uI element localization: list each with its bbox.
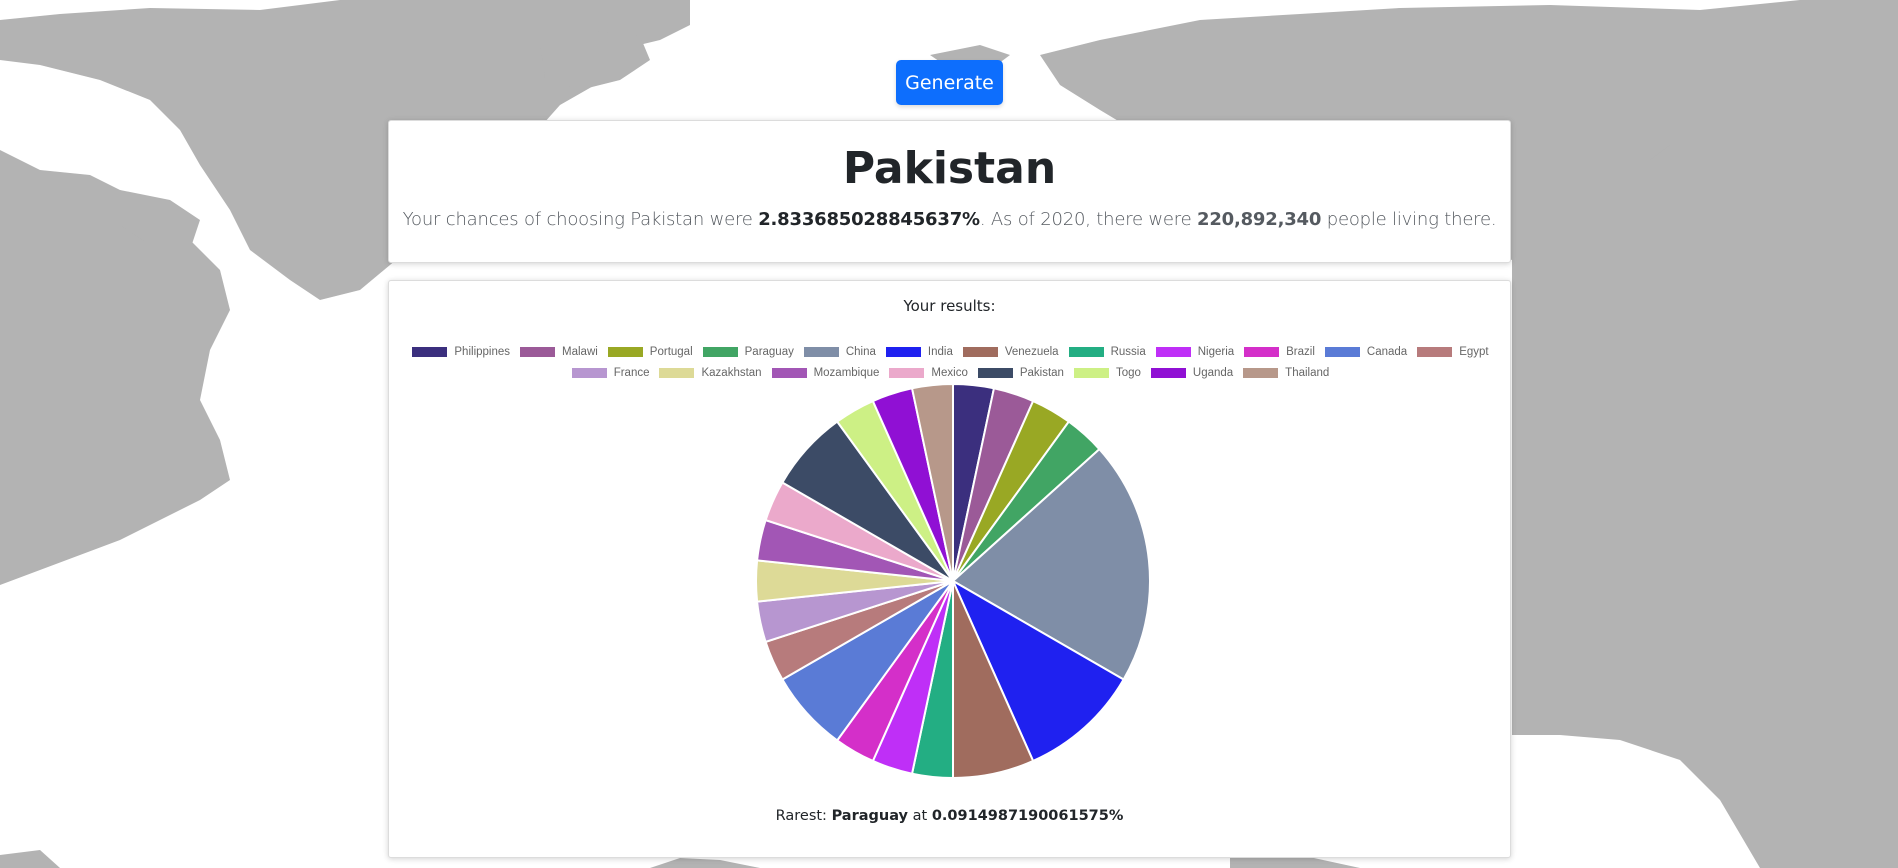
legend-item-kazakhstan[interactable]: Kazakhstan bbox=[659, 367, 762, 379]
legend-swatch bbox=[607, 347, 643, 357]
legend-item-portugal[interactable]: Portugal bbox=[607, 346, 693, 358]
legend-swatch bbox=[885, 347, 921, 357]
legend-label: Portugal bbox=[649, 346, 693, 358]
legend-swatch bbox=[803, 347, 839, 357]
legend-swatch bbox=[1068, 347, 1104, 357]
legend-swatch bbox=[977, 368, 1013, 378]
legend-item-brazil[interactable]: Brazil bbox=[1244, 346, 1315, 358]
legend-swatch bbox=[962, 347, 998, 357]
legend-item-mexico[interactable]: Mexico bbox=[889, 367, 968, 379]
legend-label: Malawi bbox=[562, 346, 598, 358]
rarest-text: Rarest: Paraguay at 0.0914987190061575% bbox=[389, 808, 1510, 824]
legend-item-paraguay[interactable]: Paraguay bbox=[702, 346, 794, 358]
baffin-shape bbox=[120, 190, 200, 250]
legend-label: India bbox=[927, 346, 953, 358]
legend-swatch bbox=[1150, 368, 1186, 378]
legend-item-russia[interactable]: Russia bbox=[1068, 346, 1146, 358]
rarest-prefix: Rarest: bbox=[775, 808, 832, 824]
eurasia-shape bbox=[1040, 0, 1898, 868]
legend-label: China bbox=[845, 346, 876, 358]
legend-swatch bbox=[771, 368, 807, 378]
legend-item-canada[interactable]: Canada bbox=[1324, 346, 1408, 358]
legend-label: Egypt bbox=[1459, 346, 1489, 358]
results-pie-chart bbox=[755, 382, 1151, 780]
chance-mid: were bbox=[704, 209, 759, 230]
legend-item-france[interactable]: France bbox=[571, 367, 650, 379]
asia-south-shape bbox=[1230, 855, 1360, 868]
legend-label: Kazakhstan bbox=[701, 367, 762, 379]
legend-swatch bbox=[659, 368, 695, 378]
south-america-shape bbox=[0, 850, 60, 868]
legend-label: Venezuela bbox=[1004, 346, 1059, 358]
legend-label: France bbox=[613, 367, 650, 379]
legend-label: Canada bbox=[1366, 346, 1408, 358]
chance-suffix: people living there. bbox=[1321, 209, 1497, 230]
legend-swatch bbox=[571, 368, 607, 378]
legend-label: Brazil bbox=[1286, 346, 1315, 358]
rarest-country: Paraguay bbox=[831, 808, 909, 824]
legend-swatch bbox=[889, 368, 925, 378]
chart-legend: Philippines Malawi Portugal Paraguay China In… bbox=[389, 281, 1512, 381]
legend-item-china[interactable]: China bbox=[803, 346, 876, 358]
legend-swatch bbox=[1417, 347, 1453, 357]
legend-item-thailand[interactable]: Thailand bbox=[1243, 367, 1329, 379]
legend-label: Pakistan bbox=[1019, 367, 1064, 379]
generate-button[interactable]: Generate bbox=[896, 60, 1003, 105]
rarest-mid: at bbox=[908, 808, 932, 824]
legend-swatch bbox=[1155, 347, 1191, 357]
iceland-shape bbox=[540, 30, 650, 90]
legend-item-uganda[interactable]: Uganda bbox=[1150, 367, 1234, 379]
japan-shape bbox=[1760, 500, 1800, 560]
country-title: Pakistan bbox=[842, 143, 1057, 194]
year-text: . As of 2020, there were bbox=[979, 209, 1197, 230]
legend-item-egypt[interactable]: Egypt bbox=[1417, 346, 1489, 358]
legend-item-venezuela[interactable]: Venezuela bbox=[962, 346, 1059, 358]
legend-label: Togo bbox=[1115, 367, 1141, 379]
greenland-shape bbox=[0, 0, 690, 300]
legend-item-pakistan[interactable]: Pakistan bbox=[977, 367, 1064, 379]
legend-label: Uganda bbox=[1192, 367, 1234, 379]
legend-swatch bbox=[412, 347, 448, 357]
legend-item-togo[interactable]: Togo bbox=[1073, 367, 1141, 379]
chance-text: Your chances of choosing Pakistan were 2… bbox=[389, 209, 1510, 230]
north-america-shape bbox=[0, 150, 230, 585]
chance-prefix: Your chances of choosing bbox=[402, 209, 631, 230]
legend-swatch bbox=[1244, 347, 1280, 357]
selection-card: Pakistan Your chances of choosing Pakist… bbox=[388, 120, 1511, 263]
results-card: Your results: Philippines Malawi Portugal P… bbox=[388, 280, 1511, 858]
legend-label: Nigeria bbox=[1197, 346, 1235, 358]
legend-swatch bbox=[702, 347, 738, 357]
legend-item-nigeria[interactable]: Nigeria bbox=[1155, 346, 1235, 358]
legend-swatch bbox=[1243, 368, 1279, 378]
legend-label: Mozambique bbox=[813, 367, 880, 379]
africa-shape bbox=[650, 858, 760, 868]
new-siberian-shape bbox=[1590, 130, 1670, 160]
legend-swatch bbox=[520, 347, 556, 357]
results-label: Your results: bbox=[903, 297, 996, 315]
legend-item-philippines[interactable]: Philippines bbox=[412, 346, 510, 358]
legend-item-mozambique[interactable]: Mozambique bbox=[771, 367, 880, 379]
legend-item-malawi[interactable]: Malawi bbox=[520, 346, 598, 358]
population-value: 220,892,340 bbox=[1197, 209, 1322, 230]
chance-value: 2.833685028845637% bbox=[758, 209, 980, 230]
legend-item-india[interactable]: India bbox=[885, 346, 953, 358]
legend-label: Thailand bbox=[1285, 367, 1330, 379]
chance-country: Pakistan bbox=[630, 209, 705, 230]
pie-slice-thailand[interactable] bbox=[910, 382, 954, 582]
legend-label: Paraguay bbox=[744, 346, 794, 358]
legend-swatch bbox=[1324, 347, 1360, 357]
rarest-value: 0.0914987190061575% bbox=[931, 808, 1124, 824]
pie-slice-china[interactable] bbox=[951, 447, 1151, 681]
legend-label: Mexico bbox=[931, 367, 968, 379]
legend-label: Philippines bbox=[454, 346, 511, 358]
legend-swatch bbox=[1073, 368, 1109, 378]
legend-label: Russia bbox=[1110, 346, 1146, 358]
pie-slice-india[interactable] bbox=[950, 578, 1125, 763]
